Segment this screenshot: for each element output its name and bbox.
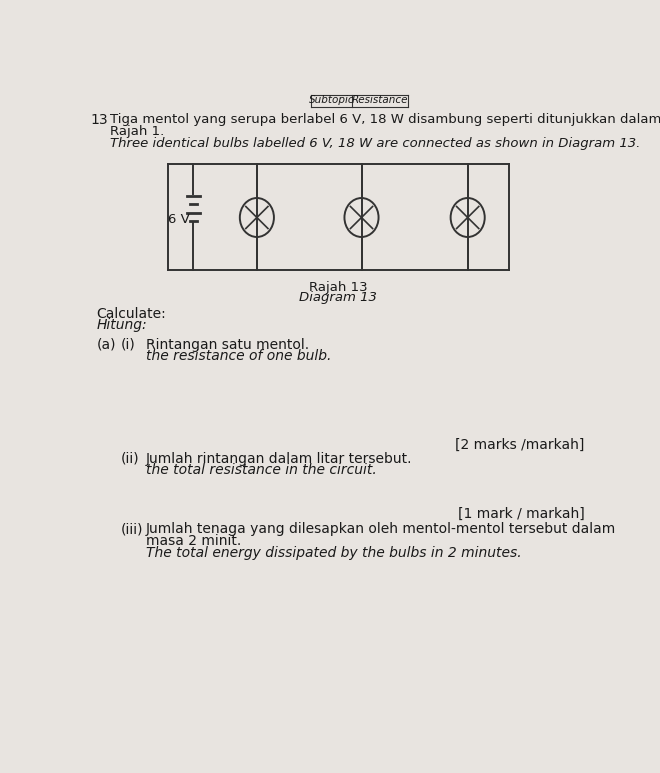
Text: Tiga mentol yang serupa berlabel 6 V, 18 W disambung seperti ditunjukkan dalam: Tiga mentol yang serupa berlabel 6 V, 18… xyxy=(110,113,660,126)
Text: Hitung:: Hitung: xyxy=(96,318,147,332)
Text: (ii): (ii) xyxy=(121,451,140,465)
Text: Resistance: Resistance xyxy=(352,95,409,105)
Text: Jumlah rintangan dalam litar tersebut.: Jumlah rintangan dalam litar tersebut. xyxy=(146,451,413,465)
Text: Rintangan satu mentol.: Rintangan satu mentol. xyxy=(146,338,309,352)
Text: (i): (i) xyxy=(121,338,136,352)
Text: (a): (a) xyxy=(96,338,116,352)
Text: Rajah 13: Rajah 13 xyxy=(309,281,368,294)
Text: the resistance of one bulb.: the resistance of one bulb. xyxy=(146,349,331,363)
Text: [1 mark / markah]: [1 mark / markah] xyxy=(458,507,585,521)
Text: Jumlah tenaga yang dilesapkan oleh mentol-mentol tersebut dalam: Jumlah tenaga yang dilesapkan oleh mento… xyxy=(146,523,616,536)
Text: [2 marks /markah]: [2 marks /markah] xyxy=(455,438,585,451)
Text: Rajah 1.: Rajah 1. xyxy=(110,125,164,138)
Text: The total energy dissipated by the bulbs in 2 minutes.: The total energy dissipated by the bulbs… xyxy=(146,546,521,560)
Text: the total resistance in the circuit.: the total resistance in the circuit. xyxy=(146,463,377,477)
Text: 6 V: 6 V xyxy=(168,213,190,226)
Text: Three identical bulbs labelled 6 V, 18 W are connected as shown in Diagram 13.: Three identical bulbs labelled 6 V, 18 W… xyxy=(110,137,640,150)
Text: masa 2 minit.: masa 2 minit. xyxy=(146,534,242,548)
Text: 13: 13 xyxy=(90,113,108,127)
Text: Diagram 13: Diagram 13 xyxy=(300,291,377,305)
Text: Subtopic: Subtopic xyxy=(308,95,354,105)
Text: (iii): (iii) xyxy=(121,523,144,536)
Text: Calculate:: Calculate: xyxy=(96,307,166,321)
